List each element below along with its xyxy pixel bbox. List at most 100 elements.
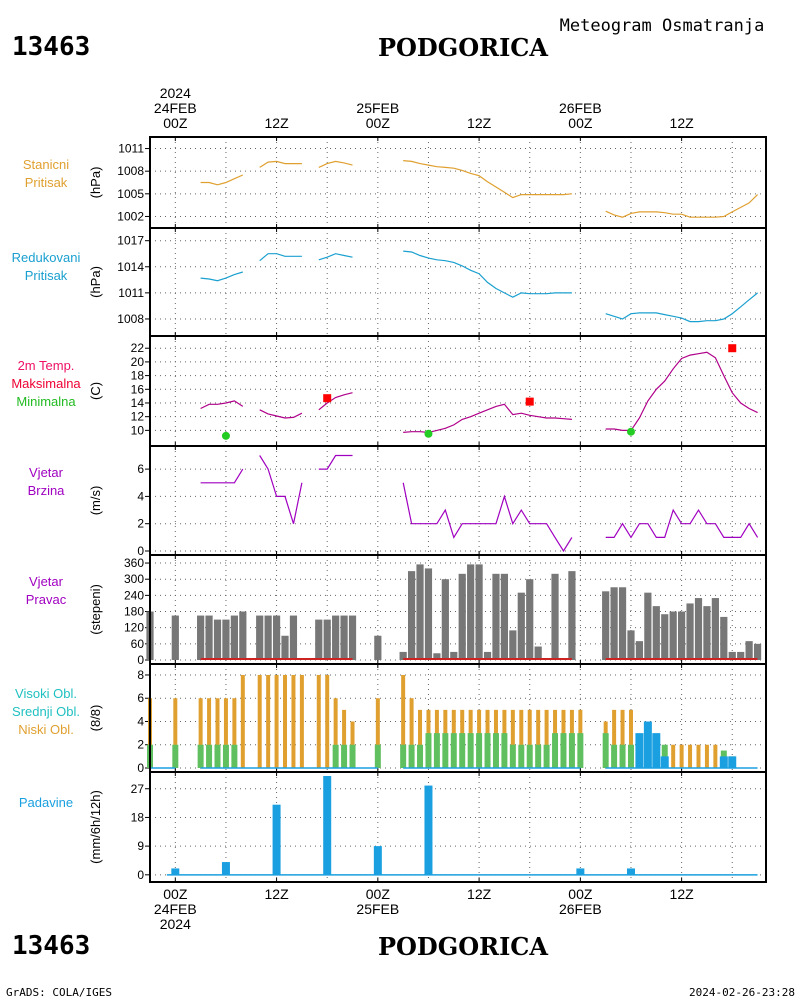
precip-bar: [424, 785, 433, 875]
series-line: [200, 271, 243, 282]
mid-cloud-bar: [602, 733, 609, 768]
direction-bar: [568, 571, 576, 660]
direction-bar: [483, 651, 492, 660]
top-time-label: 25FEB: [356, 100, 399, 116]
high-cloud-bar: [643, 721, 652, 768]
direction-bar: [610, 587, 618, 660]
direction-bar: [433, 653, 441, 660]
precip-bar: [272, 804, 281, 875]
direction-bar: [711, 598, 719, 660]
mid-cloud-bar: [214, 744, 221, 768]
series-line: [318, 253, 353, 261]
top-time-label: 2024: [160, 85, 191, 101]
direction-bar: [618, 587, 627, 660]
mid-cloud-bar: [374, 744, 381, 768]
mid-cloud-bar: [543, 744, 550, 768]
direction-bar: [678, 611, 686, 660]
y-axis-label: (8/8): [88, 705, 103, 732]
direction-bar: [171, 615, 179, 660]
direction-bar: [509, 630, 517, 660]
mid-cloud-bar: [501, 733, 508, 768]
y-tick-label: 180: [124, 605, 144, 619]
max-temp-marker: [728, 344, 737, 353]
mid-cloud-bar: [611, 744, 618, 768]
direction-bar: [374, 635, 382, 660]
panel-label: Brzina: [28, 483, 66, 498]
panel-label: Srednji Obl.: [12, 704, 80, 719]
panel-5: 0 2 4 6 8 (8/8) Visoki Obl. Srednji Obl. Niski O…: [12, 663, 767, 775]
mid-cloud-bar: [577, 733, 584, 768]
top-time-label: 12Z: [265, 115, 290, 131]
direction-bar: [239, 611, 247, 660]
top-time-label: 24FEB: [154, 100, 197, 116]
panel-label: Stanicni: [23, 157, 69, 172]
mid-cloud-bar: [442, 733, 449, 768]
y-tick-label: 6: [137, 462, 144, 476]
mid-cloud-bar: [552, 733, 559, 768]
low-cloud-bar: [409, 698, 414, 768]
direction-bar: [332, 615, 340, 660]
low-cloud-bar: [198, 698, 203, 768]
panel-6: 0 9 18 27 (mm/6h/12h) Padavine: [19, 771, 767, 883]
panel-1: 1008 1011 1014 1017 (hPa) Redukovani Pritisak: [12, 227, 767, 337]
panel-frame: [149, 227, 767, 337]
bottom-time-label: 12Z: [670, 886, 695, 902]
direction-bar: [222, 619, 230, 660]
direction-bar: [526, 579, 534, 660]
mid-cloud-bar: [349, 744, 356, 768]
top-time-label: 00Z: [163, 115, 188, 131]
panel-frame: [149, 335, 767, 447]
mid-cloud-bar: [627, 744, 634, 768]
top-time-label: 12Z: [670, 115, 695, 131]
series-line: [200, 468, 244, 484]
precip-bar: [626, 868, 635, 875]
min-temp-marker: [221, 431, 230, 440]
y-tick-label: 22: [131, 341, 145, 355]
y-tick-label: 14: [131, 396, 145, 410]
series-line: [403, 160, 572, 199]
direction-bar: [686, 603, 694, 660]
panel-frame: [149, 445, 767, 556]
direction-bar: [197, 615, 205, 660]
direction-bar: [458, 573, 466, 660]
series-line: [200, 174, 244, 186]
direction-bar: [551, 573, 559, 660]
high-cloud-bar: [728, 756, 737, 768]
y-axis-label: (C): [88, 382, 103, 400]
direction-bar: [424, 568, 433, 660]
low-cloud-bar: [266, 674, 271, 768]
mid-cloud-bar: [450, 733, 457, 768]
low-cloud-bar: [519, 709, 524, 768]
direction-bar: [407, 571, 416, 660]
mid-cloud-bar: [467, 733, 474, 768]
low-cloud-bar: [688, 744, 693, 768]
product-title: Meteogram Osmatranja: [560, 16, 765, 36]
series-line: [259, 409, 303, 419]
panel-3: 0 2 4 6 (m/s) Vjetar Brzina: [28, 445, 767, 558]
series-line: [605, 508, 759, 539]
direction-bar: [230, 615, 238, 660]
low-cloud-bar: [240, 674, 245, 768]
low-cloud-bar: [536, 709, 541, 768]
low-cloud-bar: [527, 709, 532, 768]
direction-bar: [728, 651, 736, 660]
direction-bar: [323, 619, 331, 660]
low-cloud-bar: [215, 698, 220, 768]
station-name-top: PODGORICA: [378, 33, 548, 62]
direction-bar: [669, 611, 677, 660]
series-line: [402, 482, 573, 553]
mid-cloud-bar: [568, 733, 575, 768]
direction-bar: [348, 615, 357, 660]
direction-bar: [289, 615, 298, 660]
bottom-time-label: 2024: [160, 916, 191, 932]
panel-label: Pritisak: [25, 175, 68, 190]
direction-bar: [416, 564, 424, 660]
mid-cloud-bar: [341, 744, 348, 768]
panel-frame: [149, 771, 767, 883]
y-tick-label: 1005: [117, 187, 144, 201]
direction-bar: [399, 651, 407, 660]
bottom-time-label: 00Z: [163, 886, 188, 902]
y-tick-label: 0: [137, 653, 144, 667]
direction-bar: [450, 651, 458, 660]
